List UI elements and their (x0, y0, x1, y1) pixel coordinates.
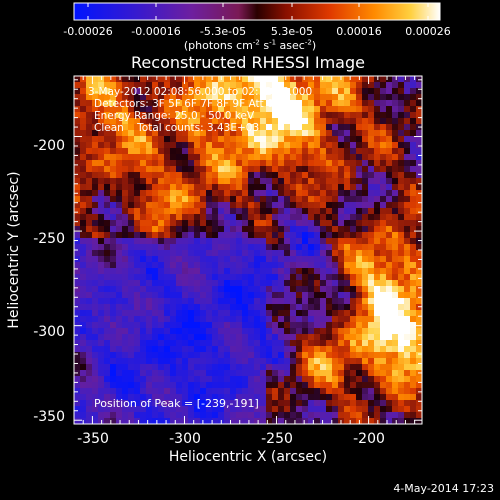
plot-title: Reconstructed RHESSI Image (131, 53, 365, 72)
colorbar (73, 2, 441, 21)
y-axis-label: Heliocentric Y (arcsec) (6, 171, 22, 329)
colorbar-tick-2: -0.00016 (131, 25, 181, 38)
generation-timestamp: 4-May-2014 17:23 (393, 482, 494, 495)
algorithm-counts-label: Clean Total counts: 3.43E+03 (94, 122, 260, 134)
rhessi-image (74, 76, 422, 424)
colorbar-tick-4: 5.3e-05 (270, 25, 314, 38)
colorbar-tick-5: 0.00016 (336, 25, 382, 38)
axis-tick-marks (74, 76, 422, 424)
x-tick-label: -250 (261, 431, 293, 447)
y-tick-label: -300 (33, 324, 65, 340)
colorbar-unit: (photons cm-2 s-1 asec-2) (183, 38, 317, 52)
y-tick-label: -250 (33, 231, 65, 247)
x-tick-label: -300 (169, 431, 201, 447)
x-axis-label: Heliocentric X (arcsec) (168, 449, 328, 465)
y-tick-label: -200 (33, 138, 65, 154)
colorbar-tick-marks (87, 3, 429, 20)
time-range-label: 3-May-2012 02:08:56.000 to 02:12:48.000 (88, 86, 313, 98)
peak-position-label: Position of Peak = [-239,-191] (94, 397, 259, 410)
y-tick-label: -350 (33, 409, 65, 425)
x-tick-label: -350 (77, 431, 109, 447)
colorbar-tick-3: -5.3e-05 (199, 25, 247, 38)
colorbar-tick-6: 0.00026 (405, 25, 451, 38)
energy-range-label: Energy Range: 25.0 - 50.0 keV (94, 110, 255, 122)
detectors-label: Detectors: 3F 5F 6F 7F 8F 9F Att 0 (94, 98, 274, 110)
colorbar-tick-1: -0.00026 (63, 25, 113, 38)
x-tick-label: -200 (353, 431, 385, 447)
